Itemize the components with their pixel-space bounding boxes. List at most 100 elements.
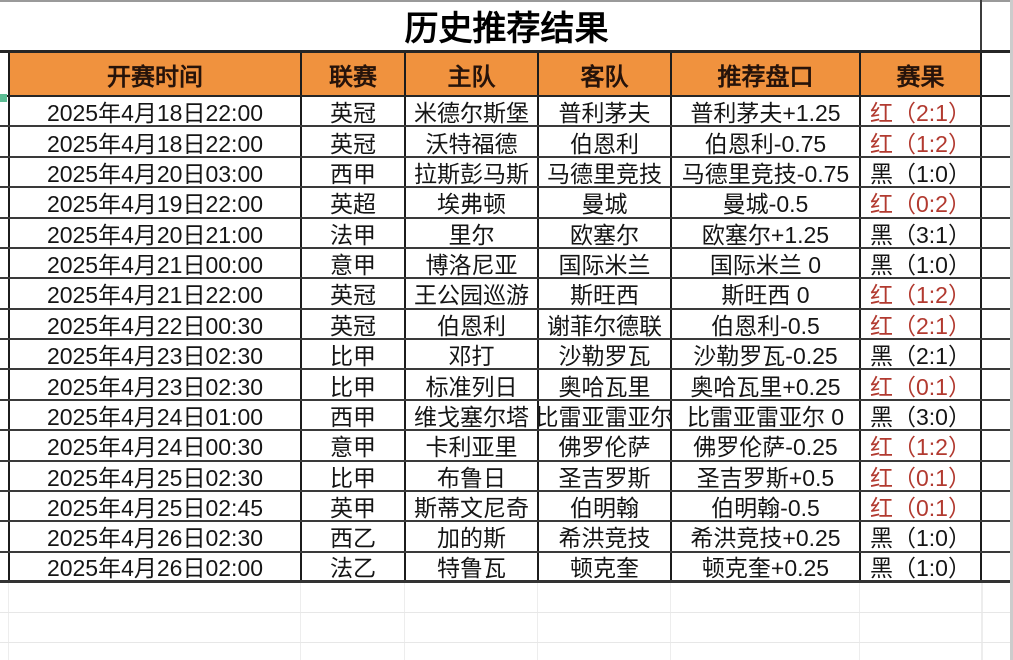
cell-time[interactable]: 2025年4月20日03:00 (8, 157, 300, 187)
header-cell-result[interactable]: 赛果 (859, 53, 982, 95)
cell-home[interactable]: 特鲁瓦 (404, 552, 537, 580)
cell-home[interactable]: 博洛尼亚 (404, 248, 537, 278)
cell-away[interactable]: 谢菲尔德联 (537, 309, 670, 338)
cell-home[interactable]: 伯恩利 (404, 309, 537, 338)
empty-cell[interactable] (300, 583, 404, 612)
cell-handicap[interactable]: 顿克奎+0.25 (670, 552, 859, 580)
cell-league[interactable]: 意甲 (300, 431, 404, 460)
cell-time[interactable]: 2025年4月24日00:30 (8, 431, 300, 460)
empty-cell[interactable] (670, 613, 859, 642)
cell-away[interactable]: 普利茅夫 (537, 97, 670, 126)
empty-cell[interactable] (537, 643, 670, 660)
empty-cell[interactable] (300, 613, 404, 642)
cell-time[interactable]: 2025年4月23日02:30 (8, 340, 300, 369)
cell-home[interactable]: 沃特福德 (404, 127, 537, 156)
cell-handicap[interactable]: 斯旺西 0 (670, 279, 859, 308)
cell-away[interactable]: 斯旺西 (537, 279, 670, 308)
cell-league[interactable]: 比甲 (300, 340, 404, 369)
cell-time[interactable]: 2025年4月21日00:00 (8, 248, 300, 278)
cell-handicap[interactable]: 曼城-0.5 (670, 188, 859, 217)
cell-result[interactable]: 黑（1:0） (859, 522, 982, 551)
cell-league[interactable]: 比甲 (300, 370, 404, 399)
cell-handicap[interactable]: 普利茅夫+1.25 (670, 97, 859, 126)
cell-time[interactable]: 2025年4月24日01:00 (8, 400, 300, 430)
cell-away[interactable]: 国际米兰 (537, 248, 670, 278)
cell-time[interactable]: 2025年4月18日22:00 (8, 127, 300, 156)
empty-cell[interactable] (670, 643, 859, 660)
cell-away[interactable]: 伯恩利 (537, 127, 670, 156)
cell-home[interactable]: 里尔 (404, 218, 537, 247)
cell-result[interactable]: 红（0:1） (859, 461, 982, 490)
cell-handicap[interactable]: 圣吉罗斯+0.5 (670, 461, 859, 490)
cell-league[interactable]: 西甲 (300, 157, 404, 187)
cell-time[interactable]: 2025年4月20日21:00 (8, 218, 300, 247)
cell-result[interactable]: 红（0:2） (859, 188, 982, 217)
cell-home[interactable]: 斯蒂文尼奇 (404, 491, 537, 521)
cell-away[interactable]: 曼城 (537, 188, 670, 217)
cell-league[interactable]: 英冠 (300, 97, 404, 126)
cell-handicap[interactable]: 伯恩利-0.75 (670, 127, 859, 156)
empty-cell[interactable] (300, 643, 404, 660)
cell-handicap[interactable]: 奥哈瓦里+0.25 (670, 370, 859, 399)
cell-away[interactable]: 伯明翰 (537, 491, 670, 521)
empty-cell[interactable] (859, 583, 982, 612)
cell-result[interactable]: 红（2:1） (859, 309, 982, 338)
empty-cell[interactable] (404, 613, 537, 642)
cell-away[interactable]: 顿克奎 (537, 552, 670, 580)
cell-handicap[interactable]: 比雷亚雷亚尔 0 (670, 400, 859, 430)
cell-time[interactable]: 2025年4月25日02:45 (8, 491, 300, 521)
cell-away[interactable]: 奥哈瓦里 (537, 370, 670, 399)
cell-result[interactable]: 黑（1:0） (859, 157, 982, 187)
cell-league[interactable]: 西乙 (300, 522, 404, 551)
cell-home[interactable]: 王公园巡游 (404, 279, 537, 308)
cell-handicap[interactable]: 沙勒罗瓦-0.25 (670, 340, 859, 369)
empty-cell[interactable] (670, 583, 859, 612)
cell-home[interactable]: 米德尔斯堡 (404, 97, 537, 126)
cell-result[interactable]: 黑（3:1） (859, 218, 982, 247)
cell-handicap[interactable]: 佛罗伦萨-0.25 (670, 431, 859, 460)
cell-away[interactable]: 希洪竞技 (537, 522, 670, 551)
cell-handicap[interactable]: 欧塞尔+1.25 (670, 218, 859, 247)
cell-away[interactable]: 圣吉罗斯 (537, 461, 670, 490)
cell-result[interactable]: 黑（1:0） (859, 552, 982, 580)
cell-away[interactable]: 比雷亚雷亚尔 (537, 400, 670, 430)
cell-handicap[interactable]: 伯明翰-0.5 (670, 491, 859, 521)
cell-time[interactable]: 2025年4月21日22:00 (8, 279, 300, 308)
cell-time[interactable]: 2025年4月18日22:00 (8, 97, 300, 126)
cell-league[interactable]: 英甲 (300, 491, 404, 521)
cell-result[interactable]: 黑（1:0） (859, 248, 982, 278)
cell-league[interactable]: 比甲 (300, 461, 404, 490)
cell-time[interactable]: 2025年4月23日02:30 (8, 370, 300, 399)
cell-result[interactable]: 红（1:2） (859, 127, 982, 156)
cell-league[interactable]: 英冠 (300, 309, 404, 338)
empty-cell[interactable] (8, 613, 300, 642)
cell-away[interactable]: 马德里竞技 (537, 157, 670, 187)
cell-time[interactable]: 2025年4月26日02:00 (8, 552, 300, 580)
cell-time[interactable]: 2025年4月22日00:30 (8, 309, 300, 338)
cell-home[interactable]: 邓打 (404, 340, 537, 369)
header-cell-away[interactable]: 客队 (537, 53, 670, 95)
cell-result[interactable]: 黑（3:0） (859, 400, 982, 430)
cell-handicap[interactable]: 马德里竞技-0.75 (670, 157, 859, 187)
empty-cell[interactable] (404, 643, 537, 660)
cell-home[interactable]: 布鲁日 (404, 461, 537, 490)
empty-cell[interactable] (859, 643, 982, 660)
cell-handicap[interactable]: 希洪竞技+0.25 (670, 522, 859, 551)
cell-home[interactable]: 加的斯 (404, 522, 537, 551)
empty-cell[interactable] (537, 613, 670, 642)
cell-away[interactable]: 欧塞尔 (537, 218, 670, 247)
cell-handicap[interactable]: 国际米兰 0 (670, 248, 859, 278)
cell-league[interactable]: 意甲 (300, 248, 404, 278)
cell-home[interactable]: 拉斯彭马斯 (404, 157, 537, 187)
cell-time[interactable]: 2025年4月26日02:30 (8, 522, 300, 551)
cell-time[interactable]: 2025年4月25日02:30 (8, 461, 300, 490)
header-cell-time[interactable]: 开赛时间 (8, 53, 300, 95)
cell-result[interactable]: 红（1:2） (859, 431, 982, 460)
cell-handicap[interactable]: 伯恩利-0.5 (670, 309, 859, 338)
empty-cell[interactable] (859, 613, 982, 642)
cell-league[interactable]: 西甲 (300, 400, 404, 430)
cell-league[interactable]: 英冠 (300, 127, 404, 156)
empty-cell[interactable] (404, 583, 537, 612)
cell-away[interactable]: 沙勒罗瓦 (537, 340, 670, 369)
header-cell-handicap[interactable]: 推荐盘口 (670, 53, 859, 95)
